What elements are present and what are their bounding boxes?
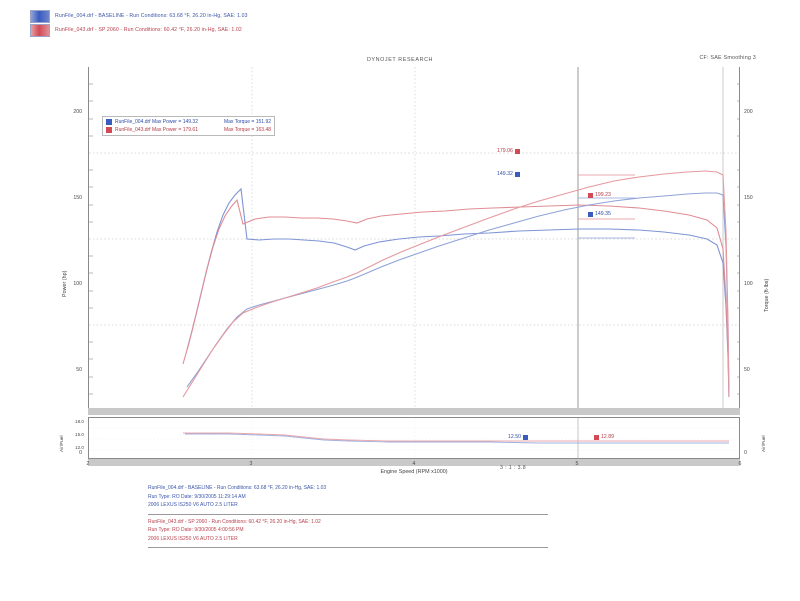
y-axis-right-tick-0: 0	[744, 450, 747, 456]
y-axis-right-title: Torque (ft-lbs)	[764, 278, 770, 312]
modified-color-swatch	[30, 23, 50, 37]
x-axis-tick-2: 2	[86, 461, 90, 467]
series-baseline-afr	[185, 433, 729, 444]
x-axis: 2 3 4 5 6 Engine Speed (RPM x1000)	[86, 461, 742, 477]
baseline-color-swatch	[30, 9, 50, 23]
run-details-modified-line-2: Run Type: RO Date: 9/30/2005 4:00:56 PM	[148, 527, 244, 533]
run-details-divider-bottom	[148, 547, 548, 548]
callout-modified-peak-torque: 199.23	[586, 192, 611, 198]
chart-brand-title: DYNOJET RESEARCH	[366, 57, 434, 63]
run-legend-strip: RunFile_004.drf - BASELINE - Run Conditi…	[30, 9, 450, 39]
panel-divider-bottom	[88, 459, 740, 466]
run-legend-row-modified: RunFile_043.drf - SP 2060 - Run Conditio…	[30, 23, 450, 37]
x-axis-tick-3: 3	[249, 461, 253, 467]
run-details-modified-line-3: 2006 LEXUS IS250 V6 AUTO 2.5 LITER	[148, 535, 238, 542]
dyno-chart: DYNOJET RESEARCH CF: SAE Smoothing 3 200…	[0, 47, 800, 477]
baseline-max-torque-value: 151.92	[255, 119, 272, 125]
series-baseline-power	[186, 192, 730, 398]
x-axis-tick-4: 4	[412, 461, 416, 467]
y-axis-left-tick-150: 150	[73, 195, 82, 201]
afr-tick-12: 12.0	[75, 445, 84, 450]
baseline-run-description: RunFile_004.drf - BASELINE - Run Conditi…	[55, 13, 248, 19]
run-details-baseline: RunFile_004.drf - BASELINE - Run Conditi…	[148, 484, 568, 510]
series-modified-power	[182, 170, 730, 398]
baseline-legend-name: RunFile_004.drf	[115, 119, 151, 125]
x-axis-tick-6: 6	[738, 461, 742, 467]
callout-baseline-afr-marker	[522, 434, 528, 440]
baseline-legend-swatch	[106, 119, 112, 125]
modified-legend-name: RunFile_043.drf	[115, 127, 151, 133]
modified-max-power-label: Max Power =	[151, 127, 182, 133]
x-axis-title: Engine Speed (RPM x1000)	[380, 469, 448, 475]
callout-baseline-peak-power-marker	[514, 171, 520, 177]
modified-legend-swatch	[106, 127, 112, 133]
callout-modified-afr-marker	[594, 434, 599, 440]
x-axis-tick-5: 5	[575, 461, 579, 467]
run-details-panel: RunFile_004.drf - BASELINE - Run Conditi…	[148, 484, 568, 551]
modified-max-torque-value: 163.48	[255, 127, 272, 133]
inline-legend-row-modified: RunFile_043.drf Max Power = 179.61 Max T…	[106, 126, 271, 134]
y-axis-left-title: Power (hp)	[62, 270, 68, 297]
run-details-baseline-line-1: RunFile_004.drf - BASELINE - Run Conditi…	[148, 485, 327, 491]
modified-run-description: RunFile_043.drf - SP 2060 - Run Conditio…	[55, 27, 242, 33]
callout-modified-peak-torque-marker	[588, 192, 593, 198]
chart-inline-legend: RunFile_004.drf Max Power = 149.32 Max T…	[102, 116, 276, 136]
callout-modified-peak-power-value: 179.06	[497, 148, 513, 154]
y-axis-right-tick-50: 50	[744, 367, 750, 373]
callout-modified-peak-power: 179.06	[497, 148, 522, 154]
y-axis-right-tick-100: 100	[744, 281, 753, 287]
modified-max-power-value: 179.61	[182, 127, 198, 133]
y-axis-left-tick-0: 0	[79, 450, 82, 456]
run-details-divider-top	[148, 513, 548, 515]
callout-baseline-peak-power: 149.32	[497, 171, 522, 177]
panel-divider-top	[88, 408, 740, 415]
callout-baseline-afr-value: 12.50	[508, 434, 521, 440]
run-legend-row-baseline: RunFile_004.drf - BASELINE - Run Conditi…	[30, 9, 450, 23]
callout-baseline-peak-torque-value: 149.35	[595, 211, 611, 217]
callout-baseline-peak-power-value: 149.32	[497, 171, 513, 177]
baseline-max-power-value: 149.32	[182, 119, 198, 125]
series-baseline-torque	[186, 187, 730, 398]
run-details-modified: RunFile_043.drf - SP 2060 - Run Conditio…	[148, 518, 568, 544]
callout-modified-peak-power-marker	[514, 148, 520, 154]
afr-axis-right-title: Air/Fuel	[762, 435, 767, 452]
series-modified-afr	[183, 432, 729, 442]
run-details-baseline-line-2: Run Type: RO Date: 9/30/2005 11:29:14 AM	[148, 493, 246, 500]
baseline-max-torque-label: Max Torque =	[223, 119, 255, 125]
y-axis-right-tick-150: 150	[744, 195, 753, 201]
afr-tick-18: 18.0	[75, 419, 84, 424]
correction-factor-note: CF: SAE Smoothing 3	[699, 55, 756, 61]
y-axis-left-tick-200: 200	[73, 109, 82, 115]
callout-modified-afr-value: 12.89	[601, 434, 614, 440]
y-axis-left-tick-100: 100	[73, 281, 82, 287]
modified-max-torque-label: Max Torque =	[223, 127, 255, 133]
baseline-max-power-label: Max Power =	[151, 119, 182, 125]
run-details-modified-line-1: RunFile_043.drf - SP 2060 - Run Conditio…	[148, 518, 321, 525]
series-modified-torque	[182, 198, 730, 398]
y-axis-right-tick-200: 200	[744, 109, 753, 115]
air-fuel-panel	[88, 417, 740, 459]
y-axis-left-tick-50: 50	[76, 367, 82, 373]
callout-baseline-peak-torque-marker	[588, 211, 593, 217]
callout-baseline-afr: 12.50	[508, 434, 530, 440]
inline-legend-row-baseline: RunFile_004.drf Max Power = 149.32 Max T…	[106, 118, 271, 126]
afr-axis-left-title: Air/Fuel	[60, 435, 65, 452]
callout-modified-peak-torque-value: 199.23	[595, 192, 611, 198]
callout-baseline-peak-torque: 149.35	[586, 211, 611, 217]
x-axis-cursor-note: 3 : 1 : 3.8	[500, 465, 527, 471]
callout-modified-afr: 12.89	[592, 434, 614, 440]
afr-tick-15: 15.0	[75, 432, 84, 437]
run-details-baseline-line-3: 2006 LEXUS IS250 V6 AUTO 2.5 LITER	[148, 502, 238, 508]
